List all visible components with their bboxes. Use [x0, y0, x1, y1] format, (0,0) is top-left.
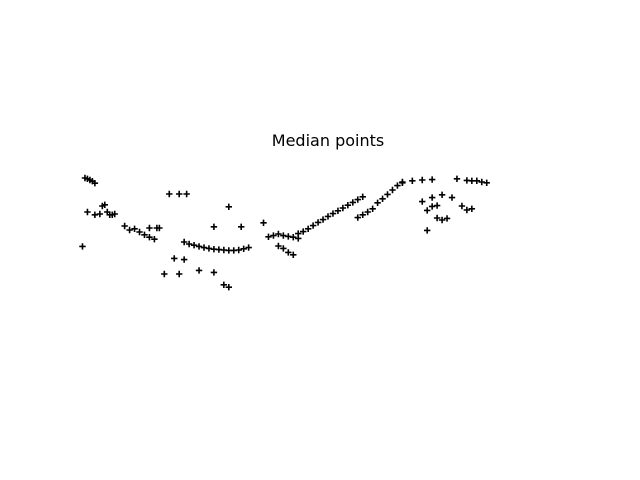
scatter-point	[121, 222, 128, 230]
scatter-point	[275, 242, 282, 250]
scatter-point	[419, 198, 426, 205]
scatter-point	[270, 232, 277, 239]
scatter-point	[126, 226, 133, 234]
scatter-point	[285, 249, 292, 256]
scatter-point	[101, 201, 108, 208]
scatter-point	[458, 202, 466, 210]
scatter-point	[319, 216, 327, 223]
scatter-point	[379, 195, 386, 202]
scatter-point	[354, 196, 361, 203]
scatter-point	[136, 228, 143, 236]
scatter-point	[265, 233, 272, 240]
scatter-point	[141, 231, 148, 238]
scatter-point	[245, 244, 252, 251]
scatter-point	[238, 223, 245, 230]
scatter-point	[374, 199, 381, 206]
scatter-point	[96, 210, 104, 218]
scatter-point	[428, 176, 436, 183]
scatter-point	[468, 205, 476, 212]
scatter-point	[235, 246, 242, 254]
scatter-point	[225, 284, 232, 291]
scatter-point	[180, 256, 188, 263]
scatter-point	[290, 251, 297, 258]
scatter-point	[146, 234, 153, 241]
data-points	[79, 174, 490, 291]
scatter-point	[364, 208, 371, 216]
scatter-point	[359, 193, 366, 200]
scatter-point	[309, 222, 317, 229]
scatter-point	[399, 178, 406, 186]
scatter-point	[295, 230, 302, 237]
scatter-point	[424, 207, 431, 214]
scatter-point	[91, 180, 99, 187]
scatter-point	[394, 182, 401, 189]
scatter-point	[409, 177, 416, 184]
scatter-point	[428, 194, 436, 201]
scatter-point	[180, 238, 188, 246]
scatter-point	[304, 225, 312, 232]
scatter-point	[176, 270, 183, 278]
scatter-point	[156, 224, 163, 232]
scatter-point	[433, 214, 441, 222]
scatter-point	[240, 245, 247, 252]
scatter-point	[84, 208, 91, 216]
scatter-point	[359, 211, 366, 218]
scatter-point	[329, 210, 337, 217]
scatter-point	[473, 177, 480, 184]
scatter-point	[438, 216, 446, 224]
scatter-point	[151, 236, 158, 243]
scatter-point	[210, 269, 218, 276]
scatter-point	[260, 219, 267, 226]
scatter-point	[210, 223, 218, 230]
scatter-point	[438, 191, 446, 198]
scatter-point	[443, 215, 451, 222]
scatter-point	[185, 240, 193, 248]
scatter-point	[324, 213, 332, 220]
scatter-point	[183, 190, 190, 198]
scatter-point	[225, 203, 232, 210]
scatter-point	[354, 214, 361, 221]
chart-title: Median points	[271, 131, 385, 150]
scatter-point	[146, 224, 153, 232]
scatter-point	[195, 267, 203, 274]
scatter-point	[448, 194, 456, 201]
scatter-point	[419, 176, 426, 184]
scatter-point	[314, 219, 322, 226]
scatter-point	[483, 179, 490, 186]
scatter-point	[190, 242, 198, 249]
scatter-point	[433, 202, 441, 209]
scatter-point	[300, 228, 307, 235]
scatter-point	[369, 205, 376, 212]
scatter-point	[339, 204, 347, 212]
scatter-point	[111, 210, 118, 218]
scatter-point	[195, 243, 203, 250]
scatter-point	[176, 190, 183, 198]
scatter-point	[384, 191, 391, 198]
scatter-point	[79, 243, 86, 250]
scatter-point	[280, 245, 287, 252]
scatter-point	[344, 202, 352, 209]
scatter-point	[220, 281, 228, 288]
scatter-point	[171, 255, 178, 262]
scatter-point	[131, 225, 138, 232]
scatter-point	[161, 270, 168, 278]
scatter-point	[334, 207, 342, 214]
scatter-point	[166, 190, 173, 198]
scatter-point	[389, 186, 396, 194]
scatter-point	[463, 206, 471, 214]
scatter-point	[349, 199, 356, 206]
scatter-point	[290, 234, 297, 241]
scatter-point	[424, 227, 431, 234]
scatter-point	[275, 230, 282, 238]
scatter-point	[453, 175, 461, 182]
